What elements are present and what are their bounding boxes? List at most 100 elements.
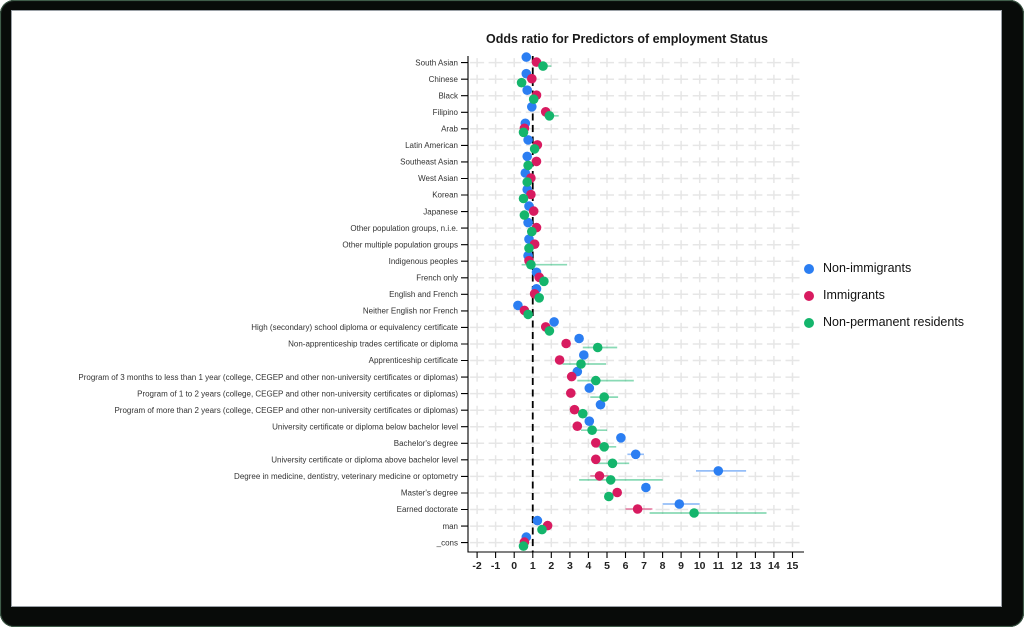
x-axis-tick-label: 15 [787,560,799,572]
y-axis-label: South Asian [415,58,458,67]
y-axis-label: Indigenous peoples [389,257,458,266]
y-axis-label: West Asian [418,174,458,183]
x-axis-tick-label: 11 [713,560,724,572]
y-axis-label: University certificate or diploma above … [271,456,458,465]
y-axis-label: High (secondary) school diploma or equiv… [251,323,458,332]
x-axis-tick-label: 3 [567,560,573,572]
y-axis-label: Neither English nor French [363,307,458,316]
data-point [529,144,540,154]
data-point [521,52,532,62]
data-point [612,487,622,498]
y-axis-label: man [442,522,458,531]
legend-label-immigrants: Immigrants [823,288,885,302]
y-axis-label: Degree in medicine, dentistry, veterinar… [234,472,458,481]
y-axis-label: _cons [436,538,458,547]
data-point [592,342,603,353]
legend-item-immigrants: Immigrants [804,288,964,303]
data-point [532,515,543,526]
y-axis-label: Apprenticeship certificate [369,356,459,365]
x-axis-tick-label: 9 [678,560,684,572]
data-point [516,77,527,88]
data-point [518,193,529,204]
y-axis-label: Other population groups, n.i.e. [350,224,458,233]
y-axis-label: Korean [432,191,458,200]
data-point [599,392,609,402]
data-point [544,111,555,121]
data-point [523,135,533,145]
series-non_permanent_residents [516,61,699,551]
data-point [522,151,532,162]
data-point [549,317,559,327]
y-axis-label: Japanese [423,207,458,216]
data-point [519,210,530,220]
x-axis-tick-label: 14 [768,560,780,572]
x-axis-tick-label: 2 [548,560,554,572]
y-axis-label: Earned doctorate [397,505,459,514]
axes [467,56,804,553]
data-point [607,458,618,469]
data-point [523,217,533,228]
data-point [526,189,536,200]
x-axis-tick-label: 12 [731,560,743,572]
legend: Non-immigrants Immigrants Non-permanent … [804,261,964,330]
legend-item-non-immigrants: Non-immigrants [804,261,964,276]
data-point [537,524,547,535]
data-point [595,399,606,410]
y-axis-label: Program of 1 to 2 years (college, CEGEP … [137,389,458,398]
data-point [566,371,577,382]
data-point [524,243,534,253]
y-axis-label: Program of 3 months to less than 1 year … [78,373,458,382]
y-axis: South Asian Chinese Black Filipino Arab Latin… [78,58,468,547]
data-point [630,449,641,460]
chart-title: Odds ratio for Predictors of employment … [486,32,768,46]
y-axis-label: Other multiple population groups [342,240,458,249]
data-point [523,160,533,171]
x-axis-tick-label: 13 [750,560,762,572]
y-axis-label: Master's degree [401,489,459,498]
y-axis-label: Southeast Asian [400,158,458,167]
data-point [594,471,605,481]
data-point [522,85,532,95]
data-point [527,226,537,237]
y-axis-label: English and French [389,290,458,299]
legend-dot-non-immigrants-icon [804,263,814,274]
y-axis-label: Program of more than 2 years (college, C… [114,406,458,415]
x-axis-tick-label: 1 [530,560,536,572]
y-axis-label: Latin American [405,141,458,150]
x-axis: -2 -1 0 1 2 3 4 5 6 7 8 9 10 11 12 13 14 15 [472,552,798,572]
y-axis-label: University certificate or diploma below … [272,422,458,431]
data-point [591,454,601,465]
x-axis-tick-label: 4 [585,560,591,572]
x-axis-tick-label: 5 [604,560,610,572]
data-point [538,61,548,71]
data-point [587,425,597,436]
y-axis-label: Bachelor's degree [394,439,459,448]
data-point [513,300,523,311]
y-axis-label: Arab [441,125,458,134]
data-point [527,102,537,112]
data-point [579,350,589,360]
x-axis-tick-label: 8 [660,560,666,572]
y-axis-label: French only [416,274,458,283]
y-axis-label: Black [438,91,459,100]
data-point [574,333,584,344]
legend-dot-immigrants-icon [804,290,814,301]
y-axis-label: Filipino [433,108,459,117]
data-point [544,326,555,336]
data-point [523,309,533,320]
x-axis-tick-label: -2 [472,560,481,572]
data-point [605,475,616,485]
data-point [531,156,542,167]
x-axis-tick-label: 6 [623,560,629,572]
data-point [554,355,565,365]
data-point [526,259,536,270]
data-point [528,94,539,104]
grid [470,58,800,548]
data-point [604,491,614,502]
data-point [534,293,544,303]
y-axis-label: Non-apprenticeship trades certificate or… [288,340,458,349]
data-point [674,499,685,509]
data-point [591,375,601,386]
legend-label-non-permanent-residents: Non-permanent residents [823,315,965,329]
legend-dot-non-permanent-residents-icon [804,317,814,328]
